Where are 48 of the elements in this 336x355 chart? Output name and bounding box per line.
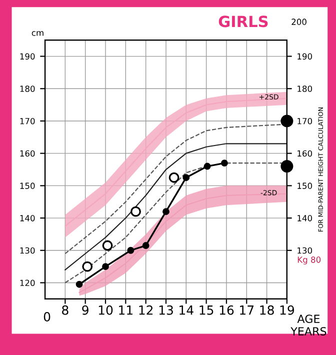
point <box>162 208 170 216</box>
x-tick-label: 11 <box>119 306 132 315</box>
point <box>130 206 141 217</box>
point <box>102 263 109 270</box>
point <box>280 114 294 128</box>
x-axis-title: AGE YEARS <box>290 314 326 336</box>
y2-tick-label: 170 <box>298 118 312 124</box>
y-tick-label: 190 <box>20 53 35 60</box>
y-tick-label: 170 <box>20 118 35 124</box>
text: 0 <box>44 312 50 322</box>
y-tick-label: 120 <box>20 280 35 286</box>
x-tick-label: 12 <box>139 305 153 315</box>
x-tick-label: 19 <box>280 305 294 315</box>
text: 200 <box>292 18 306 25</box>
y-tick-label: 150 <box>20 182 35 189</box>
x-tick-label: 9 <box>82 305 88 315</box>
line-series <box>64 143 288 270</box>
y-axis-title: cm <box>32 31 44 36</box>
chart-title: GIRLS <box>218 16 268 28</box>
point <box>280 160 294 173</box>
point <box>142 242 150 250</box>
point <box>204 162 211 170</box>
y-tick-label: 130 <box>20 247 35 254</box>
text: Kg 80 <box>298 256 321 264</box>
x-tick-label: 10 <box>98 305 113 315</box>
point <box>168 172 180 183</box>
x-tick-label: 15 <box>200 306 214 315</box>
y2-tick-label: 150 <box>298 182 312 189</box>
x-tick-label: 14 <box>180 306 194 315</box>
x-tick-label: 17 <box>240 306 254 315</box>
x-tick-label: 8 <box>62 305 68 315</box>
y2-tick-label: 160 <box>298 150 312 157</box>
y2-tick-label: 180 <box>298 86 312 92</box>
point <box>76 280 83 288</box>
y2-tick-label: 140 <box>298 215 312 222</box>
y2-tick-label: 190 <box>298 53 312 60</box>
point <box>102 240 113 251</box>
x-tick-label: 18 <box>260 305 274 315</box>
point <box>82 261 93 272</box>
y-tick-label: 140 <box>20 215 35 222</box>
y-tick-label: 180 <box>20 86 35 92</box>
x-tick-label: 13 <box>159 305 173 315</box>
x-tick-label: 16 <box>220 305 234 315</box>
point <box>220 160 228 167</box>
y2-tick-label: 130 <box>298 247 312 254</box>
point <box>182 174 190 182</box>
y-tick-label: 160 <box>20 150 35 157</box>
point <box>127 246 134 254</box>
